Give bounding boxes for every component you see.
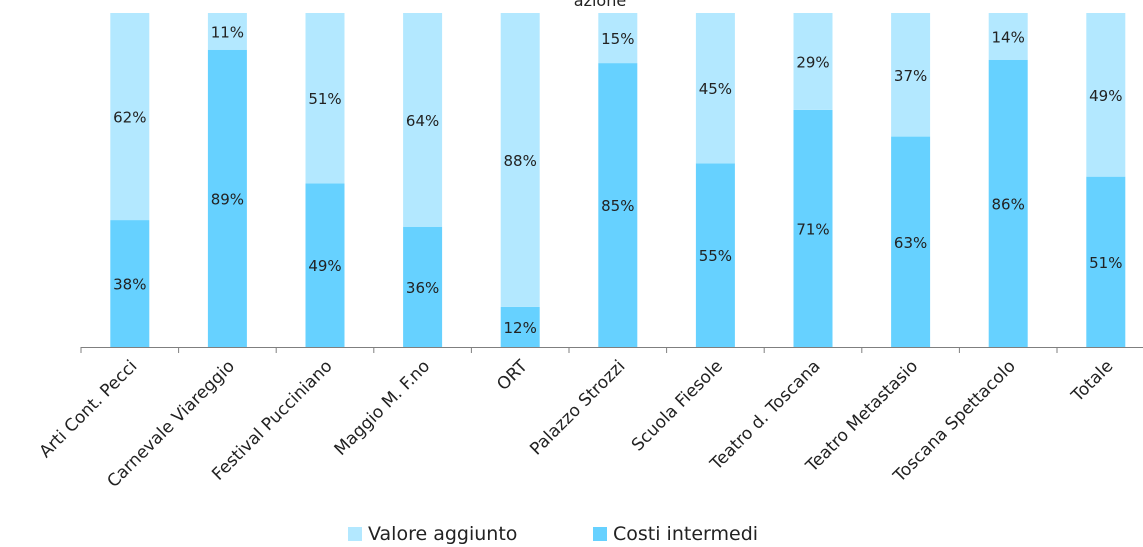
bar-costi-intermedi-1	[207, 49, 247, 348]
bar-valore-aggiunto-2	[305, 13, 345, 184]
bar-valore-aggiunto-8	[891, 13, 931, 137]
data-label-valore-aggiunto-3: 64%	[406, 112, 439, 130]
legend-swatch-costi-intermedi	[593, 527, 607, 541]
bar-valore-aggiunto-5	[598, 13, 638, 64]
bar-costi-intermedi-0	[110, 220, 150, 347]
data-label-valore-aggiunto-0: 62%	[113, 109, 146, 127]
data-label-costi-intermedi-4: 12%	[504, 319, 537, 337]
x-tick-label-6: Scuola Fiesole	[628, 356, 727, 455]
legend-swatch-valore-aggiunto	[348, 527, 362, 541]
bar-valore-aggiunto-6	[695, 13, 735, 164]
x-axis	[80, 347, 1143, 353]
x-tick-label-5: Palazzo Strozzi	[526, 356, 629, 459]
data-label-valore-aggiunto-10: 49%	[1089, 87, 1122, 105]
data-label-valore-aggiunto-5: 15%	[601, 30, 634, 48]
x-tick-label-3: Maggio M. F.no	[331, 356, 434, 459]
data-label-valore-aggiunto-2: 51%	[308, 90, 341, 108]
data-labels-group: 38% 62% 89% 11% 49% 51% 36% 64% 12% 88% 85% 15% 55% 4…	[113, 23, 1122, 337]
bar-valore-aggiunto-1	[207, 13, 247, 50]
bar-valore-aggiunto-4	[500, 13, 540, 307]
data-label-costi-intermedi-8: 63%	[894, 234, 927, 252]
bar-costi-intermedi-3	[403, 226, 443, 347]
data-label-costi-intermedi-7: 71%	[796, 220, 829, 238]
data-label-costi-intermedi-10: 51%	[1089, 254, 1122, 272]
bar-valore-aggiunto-10	[1086, 13, 1126, 177]
bar-costi-intermedi-8	[891, 136, 931, 347]
data-label-valore-aggiunto-6: 45%	[699, 80, 732, 98]
x-tick-label-10: Totale	[1067, 356, 1117, 406]
data-label-costi-intermedi-1: 89%	[211, 190, 244, 208]
bars-group	[110, 13, 1126, 348]
data-label-valore-aggiunto-8: 37%	[894, 67, 927, 85]
x-tick-label-0: Arti Cont. Pecci	[36, 356, 142, 462]
legend-label: Costi intermedi	[613, 523, 759, 545]
bar-valore-aggiunto-9	[988, 13, 1028, 60]
data-label-valore-aggiunto-1: 11%	[211, 23, 244, 41]
bar-costi-intermedi-7	[793, 109, 833, 347]
bar-valore-aggiunto-3	[403, 13, 443, 227]
data-label-costi-intermedi-6: 55%	[699, 247, 732, 265]
bar-costi-intermedi-5	[598, 63, 638, 347]
legend-label: Valore aggiunto	[368, 523, 518, 545]
chart-title-fragment: azione	[573, 0, 627, 10]
bar-valore-aggiunto-0	[110, 13, 150, 221]
legend: Valore aggiunto Costi intermedi	[0, 523, 1143, 547]
legend-item-costi-intermedi: Costi intermedi	[593, 523, 758, 545]
data-label-costi-intermedi-5: 85%	[601, 197, 634, 215]
legend-item-valore-aggiunto: Valore aggiunto	[348, 523, 517, 545]
data-label-costi-intermedi-3: 36%	[406, 279, 439, 297]
bar-costi-intermedi-4	[500, 306, 540, 347]
bar-costi-intermedi-9	[988, 59, 1028, 347]
data-label-valore-aggiunto-9: 14%	[992, 28, 1025, 46]
x-tick-label-4: ORT	[493, 356, 532, 395]
data-label-valore-aggiunto-7: 29%	[796, 53, 829, 71]
data-label-valore-aggiunto-4: 88%	[504, 152, 537, 170]
bar-valore-aggiunto-7	[793, 13, 833, 110]
data-label-costi-intermedi-0: 38%	[113, 276, 146, 294]
data-label-costi-intermedi-9: 86%	[992, 195, 1025, 213]
bar-costi-intermedi-10	[1086, 176, 1126, 347]
bar-costi-intermedi-2	[305, 183, 345, 347]
bar-costi-intermedi-6	[695, 163, 735, 347]
data-label-costi-intermedi-2: 49%	[308, 257, 341, 275]
